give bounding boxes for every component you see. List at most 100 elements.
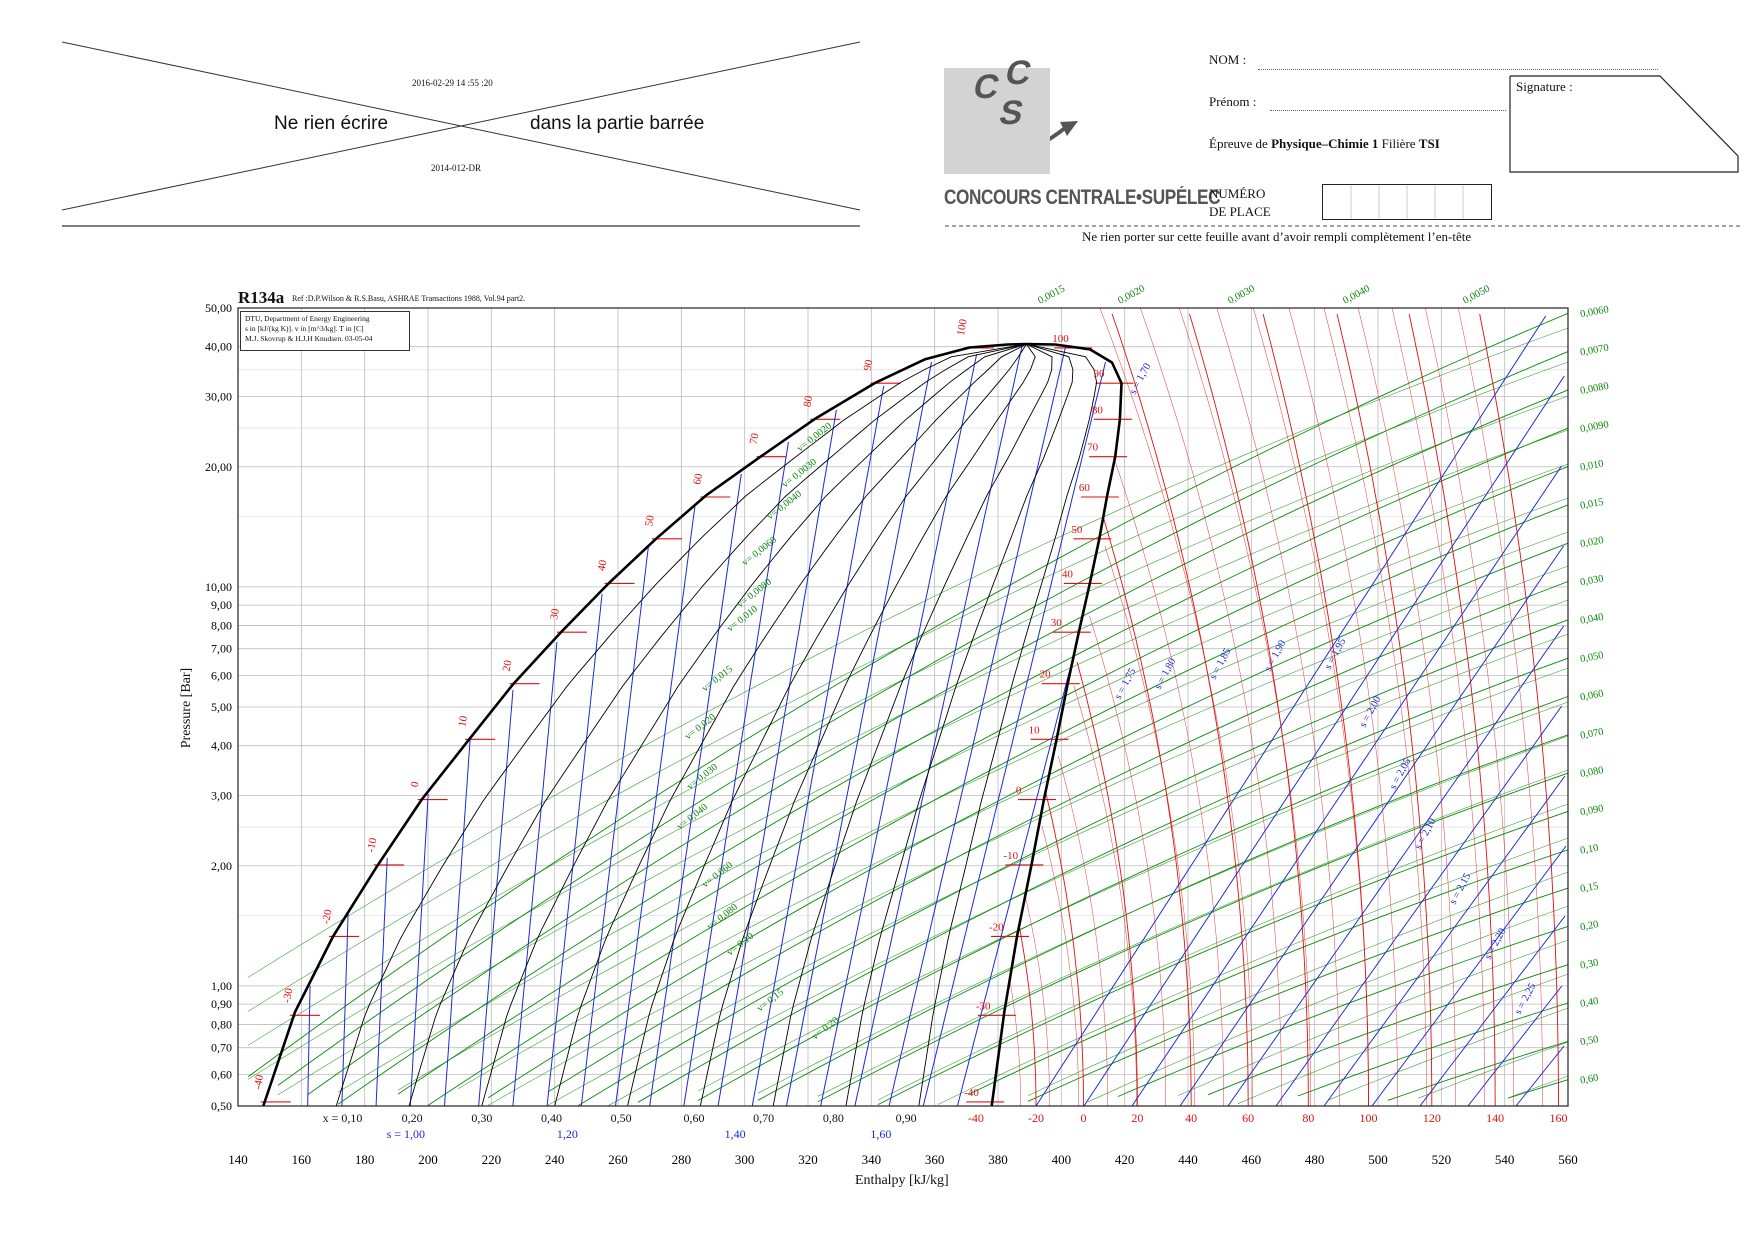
isotherm-superheated-minor bbox=[1357, 307, 1456, 1107]
isochore-line bbox=[277, 351, 1569, 1086]
isochore-line-minor bbox=[547, 633, 1569, 1106]
isochore-line bbox=[577, 619, 1569, 1107]
y-tick-label: 9,00 bbox=[211, 598, 232, 612]
isochore-line-minor bbox=[757, 735, 1569, 1094]
epreuve-prefix: Épreuve de bbox=[1209, 136, 1268, 151]
nom-label: NOM : bbox=[1209, 52, 1247, 67]
isochore-top-label: 0,0020 bbox=[1116, 283, 1147, 306]
isotherm-vapor-label: -10 bbox=[1003, 850, 1018, 862]
x-tick-label: 500 bbox=[1368, 1152, 1388, 1167]
isotherm-bottom-label: 100 bbox=[1360, 1111, 1378, 1125]
isochore-line bbox=[1297, 1002, 1569, 1097]
isentrope-vapor-label: s = 1,85 bbox=[1208, 647, 1234, 682]
isotherm-vapor-label: 60 bbox=[1079, 482, 1091, 494]
isochore-right-label: 0,40 bbox=[1579, 996, 1599, 1010]
isotherm-superheated-line bbox=[1103, 517, 1192, 1107]
quality-label: 0,70 bbox=[753, 1111, 774, 1125]
isochore-line bbox=[547, 581, 1569, 1093]
isotherm-liquid-label: 80 bbox=[801, 394, 815, 407]
quality-label: 0,40 bbox=[541, 1111, 562, 1125]
y-tick-label: 0,90 bbox=[211, 997, 232, 1011]
quality-label: 0,30 bbox=[471, 1111, 492, 1125]
isotherm-liquid-label: -30 bbox=[281, 987, 295, 1004]
isotherm-superheated-minor bbox=[1073, 685, 1137, 1107]
chart-title: R134a bbox=[238, 288, 285, 307]
isotherm-superheated-minor bbox=[1216, 307, 1340, 1107]
isentrope-vapor-label: s = 1,80 bbox=[1153, 657, 1179, 692]
nom-field[interactable] bbox=[1258, 69, 1658, 70]
y-tick-label: 2,00 bbox=[211, 859, 232, 873]
x-tick-label: 560 bbox=[1558, 1152, 1578, 1167]
filiere-name: TSI bbox=[1418, 136, 1440, 151]
isentrope-vapor-line bbox=[1323, 775, 1566, 1107]
isentrope-vapor-line bbox=[1035, 315, 1547, 1107]
isotherm-vapor-label: -20 bbox=[989, 921, 1004, 933]
x-tick-label: 240 bbox=[545, 1152, 565, 1167]
x-tick-label: 540 bbox=[1495, 1152, 1515, 1167]
chart-labels: 0,0060 0,0070 0,0080 0,0090 0,010 0,015 0,020 0… bbox=[252, 283, 1610, 1141]
isotherm-superheated-line bbox=[1408, 313, 1496, 1107]
isentrope-line bbox=[717, 409, 837, 1107]
isotherm-superheated-minor bbox=[1425, 307, 1514, 1107]
isotherm-superheated-minor bbox=[1391, 307, 1485, 1107]
isochore-line-minor bbox=[1087, 905, 1569, 1103]
isochore-right-label: 0,040 bbox=[1579, 612, 1604, 627]
isochore-right-label: 0,0090 bbox=[1579, 419, 1609, 435]
quality-line bbox=[335, 343, 1027, 1107]
y-tick-label: 8,00 bbox=[211, 619, 232, 633]
place-number-field[interactable] bbox=[1322, 184, 1492, 220]
isochore-line bbox=[307, 389, 1569, 1095]
isentrope-vapor-line bbox=[1131, 465, 1562, 1107]
isochore-right-label: 0,50 bbox=[1579, 1034, 1599, 1048]
quality-line bbox=[918, 343, 1098, 1107]
isochore-line-minor bbox=[247, 429, 1569, 1080]
isochore-right-label: 0,0060 bbox=[1579, 304, 1609, 320]
y-tick-label: 5,00 bbox=[211, 700, 232, 714]
isochore-dome-label: v= 0,0030 bbox=[780, 457, 819, 491]
chart-axes: 140 160 180 200 220 240 260 280 300 320 340 360 380 4… bbox=[205, 301, 1578, 1167]
isochore-line-minor bbox=[1237, 973, 1569, 1104]
saturation-curve bbox=[262, 342, 1123, 1107]
isotherm-liquid-label: -10 bbox=[365, 836, 379, 853]
isentrope-vapor-line bbox=[1083, 375, 1565, 1107]
x-tick-label: 520 bbox=[1432, 1152, 1452, 1167]
isentrope-line bbox=[615, 505, 696, 1107]
y-tick-label: 3,00 bbox=[211, 789, 232, 803]
isotherm-liquid-label: -40 bbox=[252, 1073, 266, 1090]
isotherm-bottom-label: -20 bbox=[1028, 1111, 1044, 1125]
isotherm-vapor-label: 0 bbox=[1016, 785, 1022, 797]
isochore-line bbox=[877, 810, 1569, 1106]
isotherm-superheated-minor bbox=[1099, 307, 1253, 1107]
stamp-code: 2014-012-DR bbox=[431, 163, 481, 173]
isentrope-line bbox=[546, 593, 603, 1107]
prenom-field[interactable] bbox=[1270, 110, 1506, 111]
isotherm-liquid-label: 90 bbox=[862, 358, 876, 371]
isotherm-superheated-line bbox=[1018, 925, 1037, 1107]
barred-text-left: Ne rien écrire bbox=[274, 113, 389, 134]
y-tick-label: 40,00 bbox=[205, 340, 232, 354]
x-axis-label: Enthalpy [kJ/kg] bbox=[855, 1173, 949, 1188]
isochore-top-label: 0,0015 bbox=[1036, 283, 1067, 306]
y-tick-label: 0,50 bbox=[211, 1099, 232, 1113]
isotherm-liquid-label: 60 bbox=[691, 472, 705, 485]
isochore-right-label: 0,080 bbox=[1579, 765, 1604, 780]
signature-box[interactable] bbox=[1509, 75, 1739, 173]
quality-line bbox=[481, 343, 1027, 1107]
isochore-right-label: 0,020 bbox=[1579, 535, 1604, 550]
y-tick-label: 30,00 bbox=[205, 390, 232, 404]
epreuve-line: Épreuve de Physique–Chimie 1 Filière TSI bbox=[1209, 136, 1440, 152]
isentrope-line bbox=[751, 385, 885, 1107]
isochore-line-minor bbox=[277, 463, 1569, 1096]
isentrope-line bbox=[478, 689, 514, 1107]
isochore-line bbox=[427, 504, 1569, 1106]
isochore-line bbox=[247, 312, 1569, 1078]
isotherm-vapor-label: 70 bbox=[1087, 442, 1099, 454]
isochore-right-label: 0,050 bbox=[1579, 650, 1604, 665]
isochore-line-minor bbox=[247, 327, 1569, 978]
info-line-2: s in [kJ/(kg K)]. v in [m^3/kg]. T in [C… bbox=[245, 324, 364, 333]
isotherm-superheated-minor bbox=[1288, 307, 1398, 1107]
isotherm-superheated-line bbox=[1076, 661, 1138, 1106]
isotherm-superheated-minor bbox=[1178, 307, 1311, 1107]
quality-label: 0,50 bbox=[611, 1111, 632, 1125]
isochore-line-minor bbox=[697, 701, 1569, 1092]
